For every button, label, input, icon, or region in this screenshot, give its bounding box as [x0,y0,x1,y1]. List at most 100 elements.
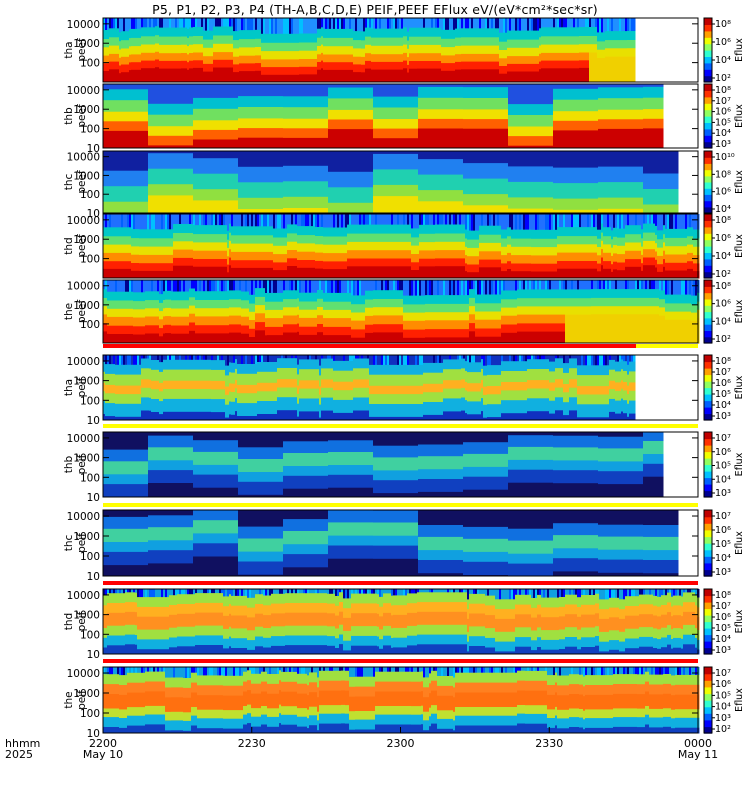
spectrogram-cell [593,67,596,83]
colorbar-segment [704,109,712,112]
spectrogram-cell [327,37,330,47]
spectrogram-cell [245,225,248,236]
spectrogram-cell [285,33,288,43]
spectrogram-cell [333,18,336,29]
spectrogram-cell [267,234,270,244]
spectrogram-cell [181,232,184,242]
spectrogram-cell [463,61,466,70]
spectrogram-cell [478,128,484,149]
spectrogram-cell [253,214,256,227]
spectrogram-cell [605,63,608,72]
spectrogram-cell [255,46,258,56]
spectrogram-cell [325,28,328,38]
spectrogram-cell [178,151,184,154]
spectrogram-cell [303,127,309,138]
spectrogram-cell [198,119,204,130]
spectrogram-cell [349,265,352,279]
spectrogram-cell [428,128,434,149]
spectrogram-cell [451,46,454,56]
spectrogram-cell [361,265,364,279]
spectrogram-cell [561,18,564,28]
spectrogram-cell [349,258,352,267]
spectrogram-cell [458,86,464,98]
spectrogram-cell [528,126,534,137]
spectrogram-cell [161,228,164,239]
spectrogram-cell [338,186,344,203]
spectrogram-cell [213,51,216,60]
spectrogram-cell [633,118,639,129]
spectrogram-cell [521,71,524,83]
spectrogram-cell [341,69,344,83]
spectrogram-cell [227,239,230,248]
spectrogram-cell [353,249,356,259]
spectrogram-cell [123,111,129,122]
spectrogram-cell [533,165,539,182]
spectrogram-cell [213,250,216,259]
spectrogram-cell [363,48,366,57]
spectrogram-cell [135,245,138,255]
spectrogram-cell [395,28,398,38]
spectrogram-cell [553,99,559,112]
spectrogram-cell [187,240,190,250]
spectrogram-cell [191,18,194,28]
spectrogram-cell [107,260,110,269]
spectrogram-cell [308,196,314,208]
spectrogram-cell [117,214,120,228]
spectrogram-cell [511,39,514,48]
spectrogram-cell [187,223,190,233]
spectrogram-cell [335,260,338,270]
spectrogram-cell [377,28,380,38]
spectrogram-cell [105,70,108,83]
spectrogram-cell [513,71,516,83]
spectrogram-cell [248,95,254,107]
spectrogram-cell [258,137,264,149]
spectrogram-cell [463,151,469,164]
spectrogram-cell [279,269,282,279]
colorbar-segment [704,172,712,175]
spectrogram-cell [411,36,414,45]
spectrogram-cell [331,45,334,55]
spectrogram-cell [403,128,409,139]
spectrogram-cell [413,36,416,45]
spectrogram-cell [563,67,566,83]
spectrogram-cell [415,68,418,83]
spectrogram-cell [161,254,164,264]
spectrogram-cell [183,103,189,115]
spectrogram-cell [125,64,128,73]
colorbar-segment [704,101,712,104]
spectrogram-cell [317,28,320,38]
spectrogram-cell [583,151,589,168]
spectrogram-cell [403,137,409,149]
spectrogram-cell [279,228,282,238]
spectrogram-cell [378,184,384,197]
spectrogram-cell [113,151,119,171]
spectrogram-cell [583,52,586,61]
spectrogram-cell [589,67,592,83]
spectrogram-cell [568,84,574,89]
spectrogram-cell [515,55,518,64]
spectrogram-cell [278,84,284,97]
spectrogram-cell [413,68,416,83]
spectrogram-cell [618,208,624,214]
spectrogram-cell [315,260,318,269]
spectrogram-cell [171,214,174,230]
spectrogram-cell [299,225,302,236]
spectrogram-cell [151,18,154,28]
spectrogram-cell [555,60,558,69]
spectrogram-cell [491,45,494,54]
spectrogram-cell [113,18,116,29]
spectrogram-cell [338,128,344,149]
spectrogram-cell [223,51,226,60]
spectrogram-cell [319,18,322,29]
spectrogram-cell [148,135,154,146]
spectrogram-cell [385,28,388,38]
spectrogram-cell [193,266,196,279]
spectrogram-cell [333,186,339,203]
spectrogram-cell [418,108,424,119]
spectrogram-cell [527,39,530,48]
spectrogram-cell [413,60,416,69]
spectrogram-cell [355,56,358,65]
spectrogram-cell [291,249,294,259]
spectrogram-cell [149,214,152,230]
spectrogram-cell [335,69,338,83]
